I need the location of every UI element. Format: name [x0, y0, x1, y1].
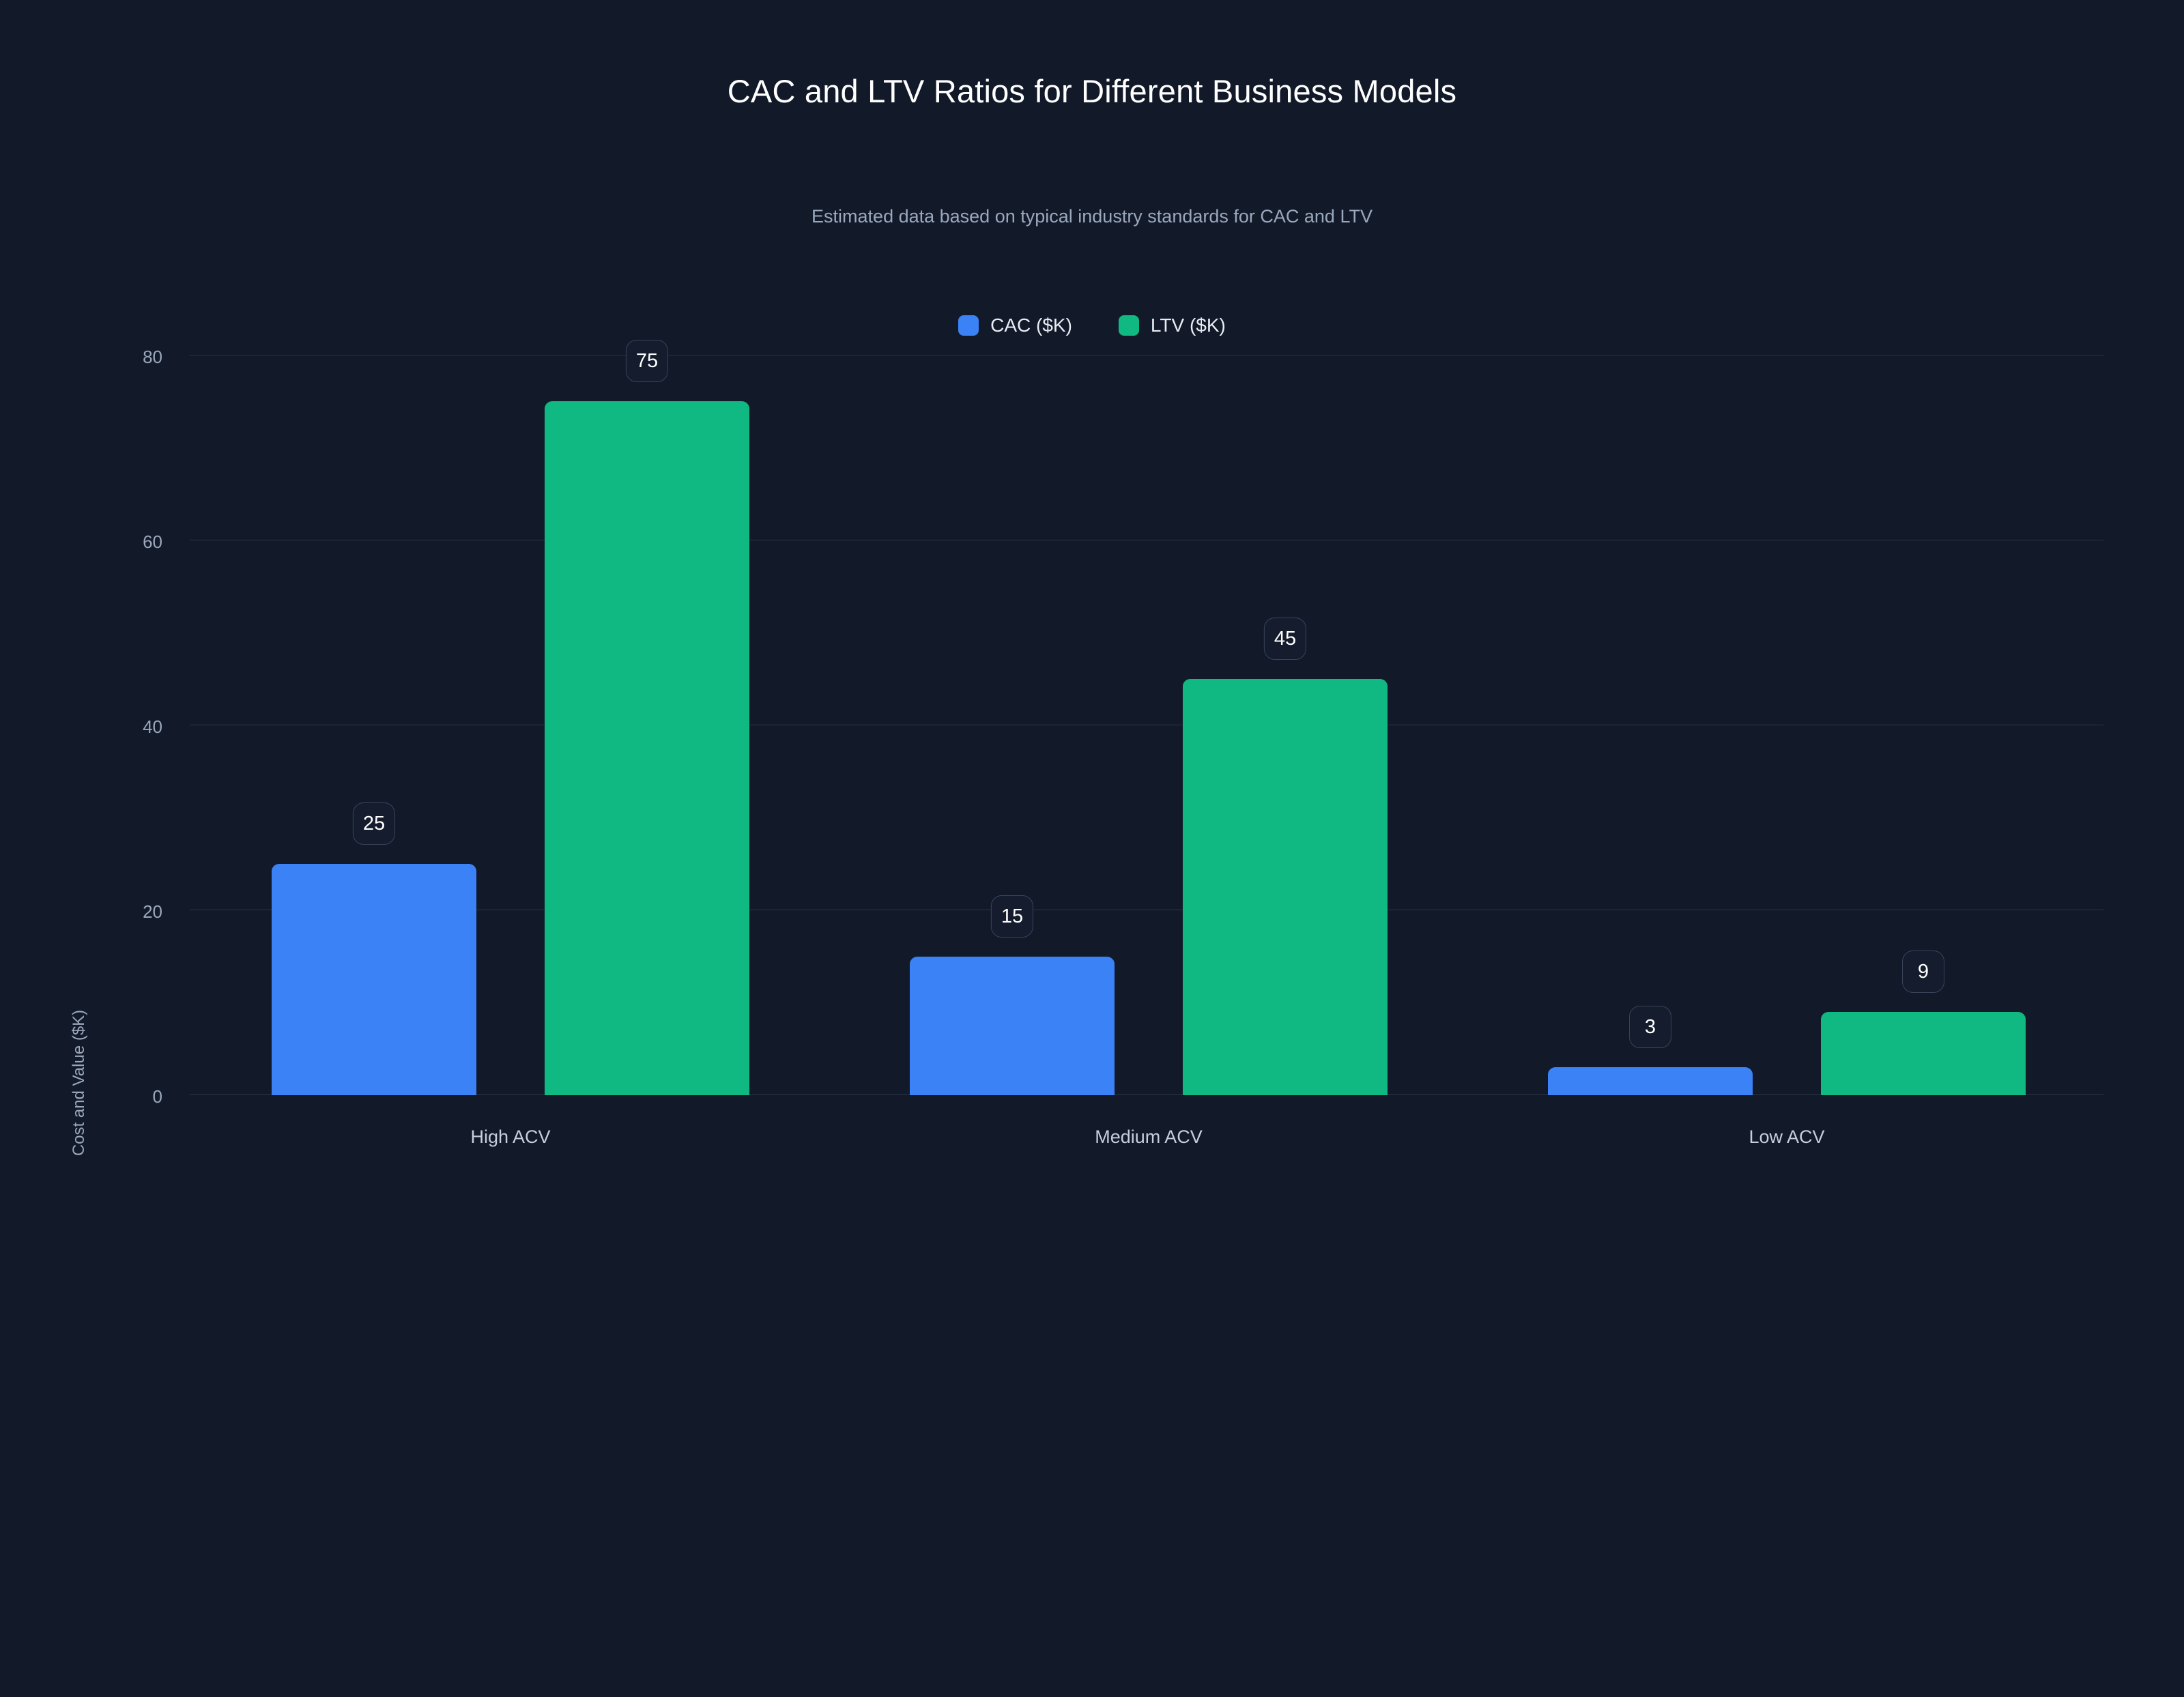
- x-tick-label-medium-acv: Medium ACV: [1095, 1127, 1203, 1147]
- y-tick-label-40: 40: [143, 716, 162, 737]
- gridline-80: [190, 355, 2103, 356]
- chart-legend: CAC ($K) LTV ($K): [0, 315, 2184, 336]
- chart-subtitle: Estimated data based on typical industry…: [811, 206, 1373, 227]
- bar-medium-acv-cac[interactable]: [910, 957, 1115, 1095]
- value-label-low-acv-cac: 3: [1629, 1006, 1671, 1048]
- chart-title: CAC and LTV Ratios for Different Busines…: [727, 73, 1457, 109]
- y-tick-label-20: 20: [143, 901, 162, 922]
- y-tick-label-80: 80: [143, 347, 162, 367]
- square-swatch-icon: [1118, 315, 1139, 336]
- y-tick-label-0: 0: [152, 1086, 162, 1107]
- legend-item-cac[interactable]: CAC ($K): [958, 315, 1072, 336]
- legend-item-ltv[interactable]: LTV ($K): [1118, 315, 1226, 336]
- bar-high-acv-ltv[interactable]: [545, 401, 749, 1095]
- legend-label-cac: CAC ($K): [990, 315, 1072, 336]
- plot-area: 25 75 15 45 3 9: [190, 340, 2103, 1095]
- legend-label-ltv: LTV ($K): [1150, 315, 1226, 336]
- value-label-medium-acv-ltv: 45: [1263, 618, 1307, 660]
- value-label-high-acv-ltv: 75: [625, 340, 669, 382]
- y-tick-label-60: 60: [143, 532, 162, 552]
- bar-high-acv-cac[interactable]: [272, 864, 476, 1095]
- chart-canvas: CAC and LTV Ratios for Different Busines…: [0, 73, 2184, 1157]
- gridline-0: [190, 1094, 2103, 1095]
- value-label-low-acv-ltv: 9: [1902, 951, 1944, 993]
- bar-low-acv-ltv[interactable]: [1821, 1012, 2026, 1095]
- bar-low-acv-cac[interactable]: [1548, 1067, 1753, 1095]
- x-tick-label-high-acv: High ACV: [470, 1127, 551, 1147]
- value-label-high-acv-cac: 25: [352, 802, 396, 845]
- x-tick-label-low-acv: Low ACV: [1749, 1127, 1825, 1147]
- bar-medium-acv-ltv[interactable]: [1183, 679, 1388, 1095]
- square-swatch-icon: [958, 315, 979, 336]
- y-axis-title: Cost and Value ($K): [70, 1009, 88, 1157]
- value-label-medium-acv-cac: 15: [990, 895, 1034, 938]
